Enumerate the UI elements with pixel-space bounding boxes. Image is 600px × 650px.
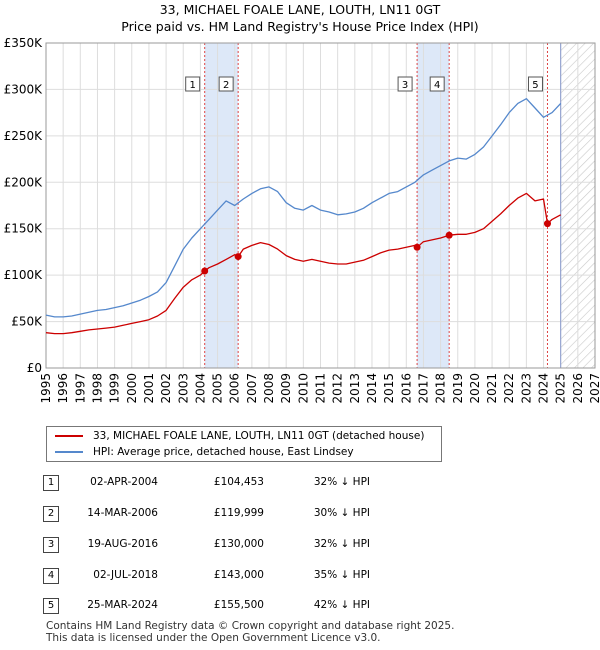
y-tick-label: £50K <box>11 315 43 329</box>
sale-price: £104,453 <box>213 476 264 488</box>
sale-marker-box <box>527 76 543 92</box>
footer-copyright: Contains HM Land Registry data © Crown c… <box>46 620 455 632</box>
sale-number: 5 <box>43 598 59 614</box>
x-tick-label: 2006 <box>228 373 242 404</box>
sale-hpi-diff: 30% ↓ HPI <box>313 507 370 519</box>
x-tick-label: 1995 <box>39 373 53 404</box>
x-tick-label: 1996 <box>56 373 70 404</box>
x-tick-label: 2004 <box>193 373 207 404</box>
x-tick-label: 2016 <box>399 373 413 404</box>
legend-item-hpi: HPI: Average price, detached house, East… <box>55 444 354 460</box>
x-tick-label: 1997 <box>73 373 87 404</box>
legend-label-hpi: HPI: Average price, detached house, East… <box>93 446 354 458</box>
x-tick-label: 1998 <box>90 373 104 404</box>
y-tick-label: £350K <box>4 36 44 50</box>
sale-marker-box <box>397 76 413 92</box>
sale-hpi-diff: 32% ↓ HPI <box>313 476 370 488</box>
property-series-line <box>45 192 562 335</box>
sale-point <box>234 253 242 261</box>
x-tick-label: 2010 <box>296 373 310 404</box>
y-tick-label: £100K <box>4 268 44 282</box>
y-tick-label: £300K <box>4 82 44 96</box>
shaded-period <box>417 43 450 368</box>
hpi-series-line <box>45 98 562 318</box>
sale-price: £143,000 <box>213 569 264 581</box>
sale-marker-label: 5 <box>532 80 538 91</box>
x-tick-label: 2007 <box>245 373 259 404</box>
plot-frame <box>45 42 596 369</box>
sale-row: 2 14-MAR-2006 £119,999 30% ↓ HPI <box>0 506 600 524</box>
sale-row: 5 25-MAR-2024 £155,500 42% ↓ HPI <box>0 598 600 616</box>
sale-number: 1 <box>43 475 59 491</box>
x-tick-label: 2014 <box>365 373 379 404</box>
chart-subtitle: Price paid vs. HM Land Registry's House … <box>121 19 479 34</box>
y-tick-label: £250K <box>4 129 44 143</box>
sale-marker-box <box>185 76 201 92</box>
sale-date: 14-MAR-2006 <box>87 507 158 519</box>
x-tick-label: 2000 <box>125 373 139 404</box>
y-tick-label: £150K <box>4 222 44 236</box>
x-tick-label: 1999 <box>108 373 122 404</box>
sale-number: 3 <box>43 537 59 553</box>
chart-title: 33, MICHAEL FOALE LANE, LOUTH, LN11 0GT <box>159 2 441 17</box>
legend-label-property: 33, MICHAEL FOALE LANE, LOUTH, LN11 0GT … <box>93 430 425 442</box>
footer: Contains HM Land Registry data © Crown c… <box>46 620 454 644</box>
x-tick-label: 2019 <box>451 373 465 404</box>
sale-marker-box <box>429 76 445 92</box>
x-tick-label: 2021 <box>485 373 499 404</box>
x-tick-label: 2023 <box>519 373 533 404</box>
x-tick-label: 2026 <box>571 373 585 404</box>
x-tick-label: 2022 <box>502 373 516 404</box>
sale-marker-box <box>218 76 234 92</box>
legend-item-property: 33, MICHAEL FOALE LANE, LOUTH, LN11 0GT … <box>55 428 424 444</box>
sale-point <box>201 267 209 275</box>
x-tick-label: 2012 <box>331 373 345 404</box>
sale-date: 02-JUL-2018 <box>93 569 158 581</box>
sale-hpi-diff: 35% ↓ HPI <box>313 569 370 581</box>
x-tick-label: 2020 <box>468 373 482 404</box>
sale-row: 4 02-JUL-2018 £143,000 35% ↓ HPI <box>0 568 600 586</box>
sale-price: £130,000 <box>213 538 264 550</box>
sale-marker-label: 2 <box>223 80 229 91</box>
sale-number: 4 <box>43 568 59 584</box>
sale-date: 25-MAR-2024 <box>87 599 158 611</box>
sale-number: 2 <box>43 506 59 522</box>
sale-date: 02-APR-2004 <box>90 476 158 488</box>
x-tick-label: 2002 <box>159 373 173 404</box>
x-tick-label: 2005 <box>211 373 225 404</box>
x-tick-label: 2024 <box>537 373 551 404</box>
sale-marker-label: 1 <box>190 80 196 91</box>
legend-swatch-hpi <box>55 451 83 453</box>
x-tick-label: 2001 <box>142 373 156 404</box>
sale-point <box>413 243 421 251</box>
sale-marker-label: 3 <box>402 80 408 91</box>
x-tick-label: 2027 <box>588 373 600 404</box>
sale-hpi-diff: 32% ↓ HPI <box>313 538 370 550</box>
footer-licence: This data is licensed under the Open Gov… <box>46 632 381 644</box>
legend: 33, MICHAEL FOALE LANE, LOUTH, LN11 0GT … <box>46 426 442 462</box>
x-tick-label: 2011 <box>314 373 328 404</box>
legend-swatch-property <box>55 435 83 437</box>
price-chart: £0 £50K £100K £150K £200K £250K £300K £350K 1995… <box>4 36 600 404</box>
sale-row: 3 19-AUG-2016 £130,000 32% ↓ HPI <box>0 537 600 555</box>
x-tick-label: 2013 <box>348 373 362 404</box>
x-tick-label: 2015 <box>382 373 396 404</box>
sale-point <box>445 231 453 239</box>
sale-hpi-diff: 42% ↓ HPI <box>313 599 370 611</box>
sale-price: £155,500 <box>213 599 264 611</box>
x-tick-label: 2003 <box>176 373 190 404</box>
sale-price: £119,999 <box>213 507 264 519</box>
sale-row: 1 02-APR-2004 £104,453 32% ↓ HPI <box>0 475 600 493</box>
x-tick-label: 2025 <box>554 373 568 404</box>
x-tick-label: 2017 <box>416 373 430 404</box>
x-tick-label: 2018 <box>434 373 448 404</box>
x-tick-label: 2009 <box>279 373 293 404</box>
sale-date: 19-AUG-2016 <box>87 538 158 550</box>
sale-point <box>543 220 551 228</box>
x-tick-label: 2008 <box>262 373 276 404</box>
sale-marker-label: 4 <box>434 80 440 91</box>
y-tick-label: £0 <box>27 361 42 375</box>
y-tick-label: £200K <box>4 175 44 189</box>
